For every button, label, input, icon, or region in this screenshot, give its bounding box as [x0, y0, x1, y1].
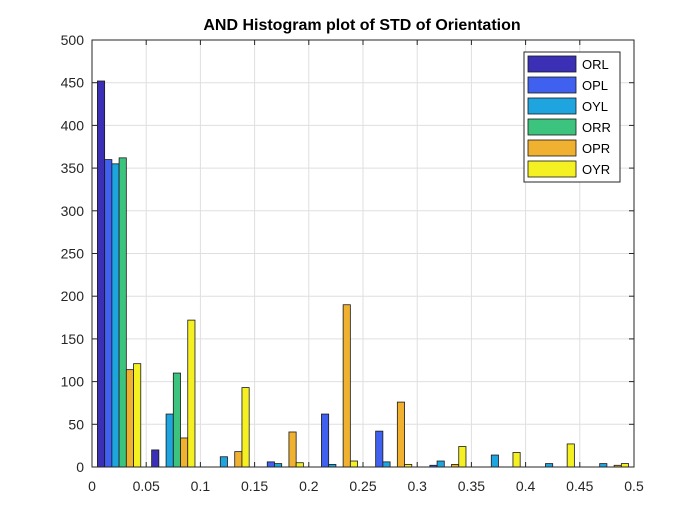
legend-label: OYL [582, 99, 608, 114]
bar-oyl [274, 463, 283, 468]
bar-oyr [187, 319, 196, 468]
y-tick-label: 350 [61, 160, 85, 176]
legend-label: ORR [582, 120, 611, 135]
bar-oyr [620, 463, 629, 468]
x-tick-label: 0.1 [191, 478, 211, 494]
bar-opl [266, 461, 275, 468]
y-tick-label: 100 [61, 374, 85, 390]
bar-opr [288, 431, 297, 468]
legend-label: OPL [582, 78, 608, 93]
y-tick-label: 200 [61, 288, 85, 304]
bar-oyl [219, 456, 228, 468]
bar-opr [125, 369, 134, 468]
bar-oyr [566, 443, 575, 468]
y-tick-label: 250 [61, 246, 85, 262]
x-tick-label: 0.05 [133, 478, 160, 494]
x-tick-label: 0.3 [407, 478, 427, 494]
bar-opl [321, 413, 330, 468]
legend-swatch [527, 97, 577, 115]
x-tick-label: 0.2 [299, 478, 319, 494]
bar-oyl [111, 163, 120, 468]
bar-oyr [295, 462, 304, 468]
legend: ORL OPL OYL ORR OPR OYR [523, 51, 621, 183]
axes: 0 0.05 0.1 0.15 0.2 0.25 0.3 0.35 0.4 0.45 0.5 0 50 1… [61, 32, 644, 494]
legend-box [523, 51, 621, 183]
y-tick-label: 400 [61, 117, 85, 133]
bar-opr [396, 401, 405, 468]
x-tick-label: 0.35 [458, 478, 485, 494]
y-tick-label: 300 [61, 203, 85, 219]
x-tick-label: 0.45 [566, 478, 593, 494]
legend-label: OPR [582, 141, 610, 156]
bar-oyl [165, 413, 174, 468]
bar-oyl [490, 454, 499, 468]
bar-oyr [458, 446, 467, 468]
y-tick-label: 450 [61, 75, 85, 91]
bar-oyl [382, 461, 391, 468]
bar-opl [375, 430, 384, 468]
bar-opr [234, 451, 243, 468]
y-tick-label: 0 [76, 459, 84, 475]
bar-oyr [133, 363, 142, 468]
bar-oyl [599, 463, 608, 468]
legend-swatch [527, 76, 577, 94]
x-tick-label: 0.4 [516, 478, 536, 494]
legend-swatch [527, 118, 577, 136]
bar-orr [172, 372, 181, 468]
chart-title: AND Histogram plot of STD of Orientation [203, 17, 520, 34]
bar-opl [104, 159, 113, 468]
y-tick-label: 500 [61, 32, 85, 48]
x-tick-label: 0.25 [349, 478, 376, 494]
legend-label: ORL [582, 57, 609, 72]
bar-opr [342, 304, 351, 468]
bar-oyl [436, 460, 445, 468]
x-tick-label: 0.15 [241, 478, 268, 494]
y-tick-label: 50 [68, 416, 84, 432]
bar-orr [118, 157, 127, 468]
legend-label: OYR [582, 162, 610, 177]
y-tick-label: 150 [61, 331, 85, 347]
bar-oyr [512, 452, 521, 468]
legend-swatch [527, 160, 577, 178]
x-tick-label: 0.5 [624, 478, 644, 494]
x-tick-label: 0 [88, 478, 96, 494]
bars [97, 80, 629, 468]
legend-swatch [527, 139, 577, 157]
bar-oyr [241, 387, 250, 468]
bar-oyl [545, 463, 554, 468]
bar-orl [151, 449, 160, 468]
bar-opr [180, 437, 189, 468]
legend-swatch [527, 55, 577, 73]
bar-oyr [349, 460, 358, 468]
bar-orl [97, 80, 106, 468]
